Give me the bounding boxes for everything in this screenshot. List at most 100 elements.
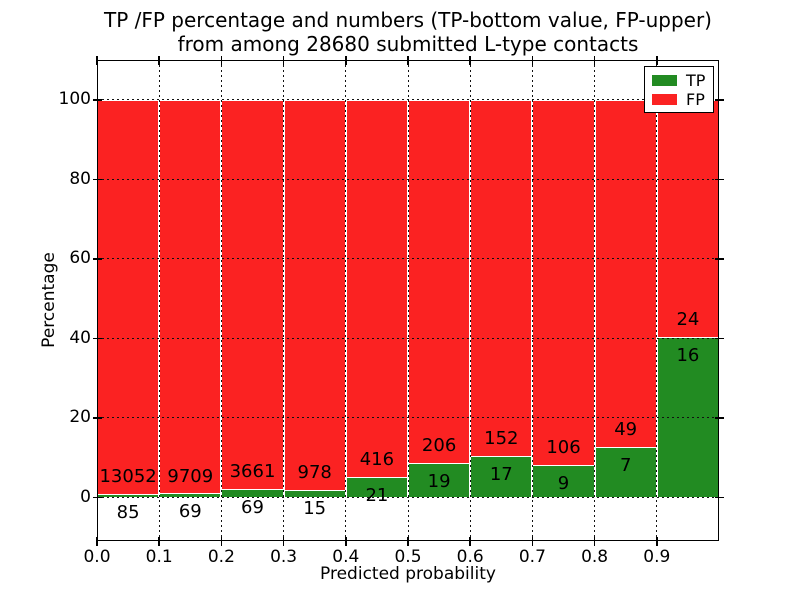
x-tick-bottom [531, 536, 534, 546]
y-tick-label-100: 100 [58, 89, 91, 110]
y-tick-left [92, 99, 102, 101]
x-tick-label-0.5: 0.5 [394, 547, 422, 567]
legend-label-tp: TP [686, 71, 706, 90]
y-tick-right [714, 496, 724, 499]
y-tick-right [714, 178, 724, 180]
x-tick-top [531, 55, 534, 65]
x-tick-bottom [345, 536, 347, 546]
x-tick-label-0.7: 0.7 [518, 547, 546, 567]
x-tick-top [593, 55, 596, 65]
x-tick-label-0.8: 0.8 [581, 547, 609, 567]
x-tick-bottom [656, 536, 658, 546]
y-tick-right [714, 337, 724, 339]
y-tick-left [92, 496, 102, 499]
y-tick-label-60: 60 [69, 248, 91, 269]
fp-bar-bin-7 [532, 99, 595, 467]
y-tick-left [92, 417, 102, 419]
tp-bar-bin-4 [345, 478, 408, 498]
legend-swatch-tp [652, 75, 677, 86]
fp-bar-bin-0 [97, 99, 160, 495]
gridline-x-0.3 [283, 60, 285, 541]
x-tick-bottom [407, 536, 409, 546]
gridline-x-0.9 [656, 60, 658, 541]
x-tick-bottom [593, 536, 596, 546]
gridline-x-0.2 [220, 60, 222, 541]
x-tick-top [282, 55, 285, 65]
x-tick-label-0.9: 0.9 [643, 547, 671, 567]
x-tick-top [469, 55, 471, 65]
x-tick-label-0.4: 0.4 [332, 547, 360, 567]
tp-bar-bin-1 [159, 494, 222, 498]
x-tick-label-0.3: 0.3 [270, 547, 298, 567]
fp-count-bin-5: 206 [421, 434, 457, 456]
tp-bar-bin-7 [532, 466, 595, 498]
gridline-x-0.7 [531, 60, 533, 541]
fp-count-bin-2: 3661 [229, 460, 276, 482]
fp-bar-bin-9 [656, 99, 719, 339]
legend-entry-fp: FP [652, 90, 713, 109]
tp-count-bin-0: 85 [116, 501, 140, 523]
y-tick-left [92, 178, 102, 180]
tp-count-bin-4: 21 [365, 485, 389, 507]
x-tick-bottom [158, 536, 160, 546]
x-tick-label-0.0: 0.0 [83, 547, 111, 567]
fp-count-bin-0: 13052 [99, 465, 157, 487]
tp-count-bin-1: 69 [178, 501, 202, 523]
x-tick-top [158, 55, 160, 65]
x-tick-label-0.6: 0.6 [456, 547, 484, 567]
fp-count-bin-7: 106 [546, 437, 581, 459]
tp-count-bin-5: 19 [427, 470, 451, 492]
x-axis-label: Predicted probability [320, 564, 496, 584]
y-tick-left [92, 337, 102, 339]
x-tick-bottom [282, 536, 285, 546]
fp-bar-bin-6 [470, 99, 533, 458]
fp-count-bin-8: 49 [614, 418, 638, 440]
y-tick-label-20: 20 [69, 407, 91, 428]
legend-entry-tp: TP [652, 71, 713, 90]
x-tick-top [656, 55, 658, 65]
y-tick-right [714, 417, 724, 419]
tp-bar-bin-5 [408, 463, 471, 498]
x-tick-bottom [220, 536, 223, 546]
legend-swatch-fp [652, 94, 677, 105]
y-tick-label-80: 80 [69, 168, 91, 189]
legend: TP FP [644, 66, 714, 113]
tp-count-bin-9: 16 [676, 345, 700, 367]
y-tick-label-0: 0 [80, 486, 91, 507]
fp-bar-bin-8 [594, 99, 657, 448]
y-tick-right [714, 258, 724, 260]
y-tick-label-40: 40 [69, 327, 91, 348]
fp-bar-bin-5 [408, 99, 471, 464]
tp-count-bin-6: 17 [489, 464, 513, 486]
x-tick-bottom [96, 536, 98, 546]
fp-bar-bin-4 [345, 99, 408, 479]
x-tick-top [345, 55, 347, 65]
tp-count-bin-2: 69 [241, 496, 264, 518]
tp-bar-bin-2 [221, 489, 284, 498]
legend-label-fp: FP [686, 90, 705, 109]
tp-count-bin-8: 7 [619, 454, 632, 476]
tp-bar-bin-6 [470, 457, 533, 498]
fp-bar-bin-2 [221, 99, 284, 490]
y-tick-left [92, 258, 102, 260]
fp-count-bin-1: 9709 [167, 465, 214, 487]
gridline-x-0.1 [158, 60, 160, 541]
tp-bar-bin-3 [283, 491, 346, 498]
plot-area: TP FP 13052 85 9709 69 3661 69 978 15 416 21 206 19… [59, 55, 724, 567]
y-tick-right [714, 99, 724, 101]
x-tick-label-0.1: 0.1 [145, 547, 173, 567]
x-tick-bottom [469, 536, 471, 546]
x-tick-label-0.2: 0.2 [207, 547, 235, 567]
fp-count-bin-9: 24 [676, 309, 700, 331]
fp-count-bin-6: 152 [484, 428, 519, 450]
fp-bar-bin-3 [283, 99, 346, 492]
tp-bar-bin-8 [594, 447, 657, 498]
tp-count-bin-3: 15 [303, 498, 327, 520]
x-tick-top [96, 55, 98, 65]
fp-count-bin-4: 416 [359, 449, 395, 471]
fp-bar-bin-1 [159, 99, 222, 495]
gridline-x-0.4 [345, 60, 347, 541]
gridline-x-0.5 [407, 60, 409, 541]
chart-title: TP /FP percentage and numbers (TP-bottom… [104, 8, 712, 56]
